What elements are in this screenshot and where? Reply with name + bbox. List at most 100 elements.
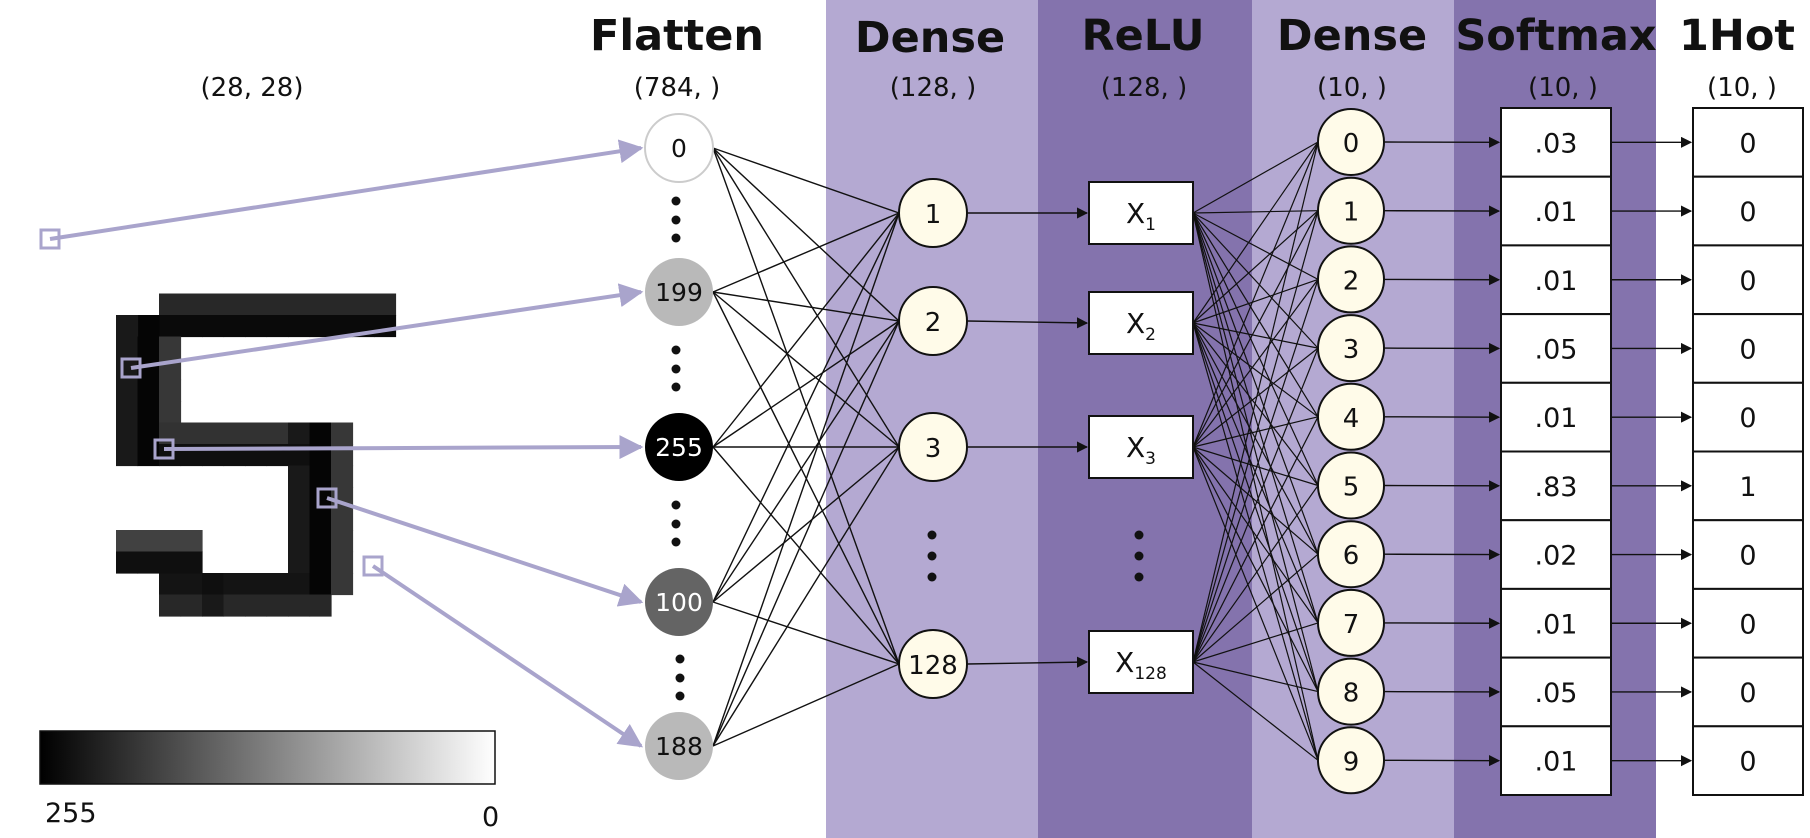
digit-pixel bbox=[116, 379, 139, 402]
ellipsis-dot bbox=[671, 519, 681, 529]
weight-line bbox=[712, 320, 900, 448]
dense2-node-circle bbox=[1317, 108, 1385, 176]
dense2-node-label: 8 bbox=[1343, 679, 1360, 709]
digit-pixel bbox=[331, 551, 354, 574]
pixel-marker bbox=[362, 555, 384, 577]
weight-line bbox=[1192, 661, 1319, 693]
digit-pixel bbox=[331, 293, 354, 316]
relu-title: ReLU bbox=[1081, 11, 1204, 61]
onehot-value: 0 bbox=[1739, 334, 1756, 365]
dense-to-relu-arrows bbox=[966, 207, 1089, 668]
onehot-cell: 0 bbox=[1692, 725, 1804, 796]
ellipsis-dot bbox=[1134, 572, 1144, 582]
weight-line bbox=[712, 147, 900, 214]
onehot-value: 0 bbox=[1739, 609, 1756, 640]
weight-line bbox=[712, 212, 900, 747]
activation-arrow bbox=[966, 656, 1089, 668]
digit-pixel bbox=[116, 422, 139, 445]
relu-node-box bbox=[1088, 630, 1194, 694]
relu-node-box bbox=[1088, 415, 1194, 479]
dense1-node-circle bbox=[898, 286, 968, 356]
digit-pixel bbox=[159, 530, 182, 553]
digit-pixel bbox=[137, 530, 160, 553]
weight-line bbox=[1192, 212, 1319, 349]
pixel-marker bbox=[120, 357, 142, 379]
dense2-node: 1 bbox=[1317, 176, 1385, 245]
digit-pixel bbox=[159, 594, 182, 617]
colorbar-min-label: 255 bbox=[45, 798, 97, 829]
pixel-arrow bbox=[49, 139, 644, 241]
relu-node-box bbox=[1088, 181, 1194, 245]
digit-pixel bbox=[266, 315, 289, 338]
softmax-cell-box bbox=[1500, 725, 1612, 796]
digit-pixel bbox=[137, 336, 160, 359]
digit-pixel bbox=[116, 551, 139, 574]
digit-pixel bbox=[180, 422, 203, 445]
input-digit-image bbox=[116, 293, 397, 617]
softmax-value: .05 bbox=[1535, 678, 1578, 709]
weight-line bbox=[712, 147, 900, 322]
softmax-value: .01 bbox=[1535, 403, 1578, 434]
digit-pixel bbox=[180, 551, 203, 574]
dense1-shape: (128, ) bbox=[890, 73, 976, 103]
weight-line bbox=[1192, 416, 1319, 663]
activation-arrow bbox=[966, 317, 1089, 329]
onehot-cell-box bbox=[1692, 450, 1804, 522]
digit-pixel bbox=[202, 315, 225, 338]
flatten-node-circle bbox=[645, 413, 713, 481]
softmax-cell-box bbox=[1500, 587, 1612, 659]
digit-pixel bbox=[116, 336, 139, 359]
digit-pixel bbox=[223, 422, 246, 445]
flatten-node: 0 bbox=[644, 113, 714, 183]
digit-pixel bbox=[288, 465, 311, 488]
ellipsis-dot bbox=[671, 500, 681, 510]
weight-line bbox=[712, 291, 900, 322]
digit-pixel bbox=[180, 530, 203, 553]
onehot-value: 0 bbox=[1739, 128, 1756, 159]
relu-node-box bbox=[1088, 291, 1194, 355]
digit-pixel bbox=[245, 573, 268, 596]
softmax-value: .02 bbox=[1535, 541, 1578, 572]
weight-line bbox=[1192, 141, 1319, 448]
dense2-node-circle bbox=[1317, 726, 1385, 795]
colorbar bbox=[39, 730, 496, 785]
dense1-title: Dense bbox=[855, 13, 1005, 63]
softmax-cell: .83 bbox=[1500, 450, 1612, 522]
pixel-arrow bbox=[163, 435, 644, 460]
ellipsis-dot bbox=[671, 196, 681, 206]
relu-layer: X1 X2 X3 X128 bbox=[1088, 181, 1194, 694]
dense1-node: 1 bbox=[898, 178, 968, 248]
flatten-node-label: 255 bbox=[655, 433, 703, 462]
flatten-node-label: 0 bbox=[671, 134, 687, 163]
digit-pixel bbox=[245, 315, 268, 338]
dense2-node-circle bbox=[1317, 657, 1385, 726]
dense1-node: 2 bbox=[898, 286, 968, 356]
dense-to-softmax-arrows bbox=[1383, 136, 1501, 767]
digit-pixel bbox=[245, 594, 268, 617]
digit-pixel bbox=[223, 594, 246, 617]
softmax-value: .83 bbox=[1535, 472, 1578, 503]
digit-pixel bbox=[309, 422, 332, 445]
dense1-node-label: 2 bbox=[925, 308, 942, 338]
digit-pixel bbox=[288, 594, 311, 617]
ellipsis-dot bbox=[671, 215, 681, 225]
weight-line bbox=[1192, 141, 1319, 663]
digit-pixel bbox=[202, 573, 225, 596]
digit-pixel bbox=[137, 315, 160, 338]
softmax-shape: (10, ) bbox=[1528, 73, 1598, 103]
digit-pixel bbox=[116, 530, 139, 553]
digit-pixel bbox=[288, 551, 311, 574]
onehot-cell: 0 bbox=[1692, 656, 1804, 728]
softmax-cell-box bbox=[1500, 381, 1612, 453]
digit-pixel bbox=[331, 465, 354, 488]
flatten-title: Flatten bbox=[590, 11, 764, 61]
dense2-node: 8 bbox=[1317, 657, 1385, 726]
dense2-node-label: 4 bbox=[1343, 404, 1360, 434]
softmax-value: .05 bbox=[1535, 334, 1578, 365]
ellipsis-dot bbox=[1134, 551, 1144, 561]
weight-line bbox=[1192, 212, 1319, 280]
flatten-node: 255 bbox=[645, 413, 713, 481]
weight-line bbox=[712, 291, 900, 448]
digit-pixel bbox=[116, 315, 139, 338]
weight-line bbox=[1192, 446, 1319, 761]
